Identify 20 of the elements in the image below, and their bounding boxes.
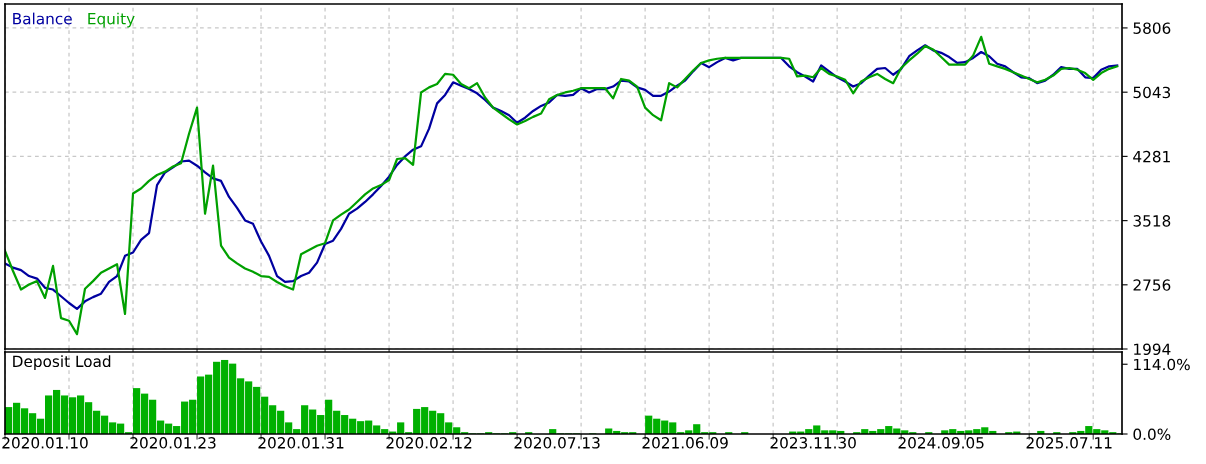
x-tick-label: 2020.02.12 bbox=[386, 437, 472, 449]
y-tick-label: 1994 bbox=[1134, 343, 1171, 356]
chart-title: Deposit Load bbox=[13, 355, 111, 371]
y-tick-label: 3518 bbox=[1133, 215, 1171, 227]
y-tick-label: 0.0% bbox=[1133, 428, 1171, 441]
x-tick-label: 2021.06.09 bbox=[642, 437, 728, 449]
text: Equity bbox=[88, 12, 135, 28]
x-tick-label: 2020.01.23 bbox=[130, 437, 216, 449]
x-tick-label: 2020.07.13 bbox=[514, 437, 600, 449]
text: Balance bbox=[13, 12, 72, 25]
y-tick-label: 4281 bbox=[1133, 150, 1170, 163]
x-tick-label: 2020.01.10 bbox=[2, 437, 88, 449]
x-tick-label: 2024.09.05 bbox=[898, 437, 984, 449]
x-tick-label: 2023.11.30 bbox=[770, 437, 856, 449]
y-tick-label: 5043 bbox=[1133, 86, 1171, 99]
y-tick-label: 5806 bbox=[1133, 22, 1171, 34]
y-tick-label: 114.0% bbox=[1134, 358, 1190, 371]
x-tick-label: 2020.01.31 bbox=[258, 437, 344, 449]
y-tick-label: 2756 bbox=[1133, 279, 1171, 291]
x-tick-label: 2025.07.11 bbox=[1026, 437, 1112, 449]
